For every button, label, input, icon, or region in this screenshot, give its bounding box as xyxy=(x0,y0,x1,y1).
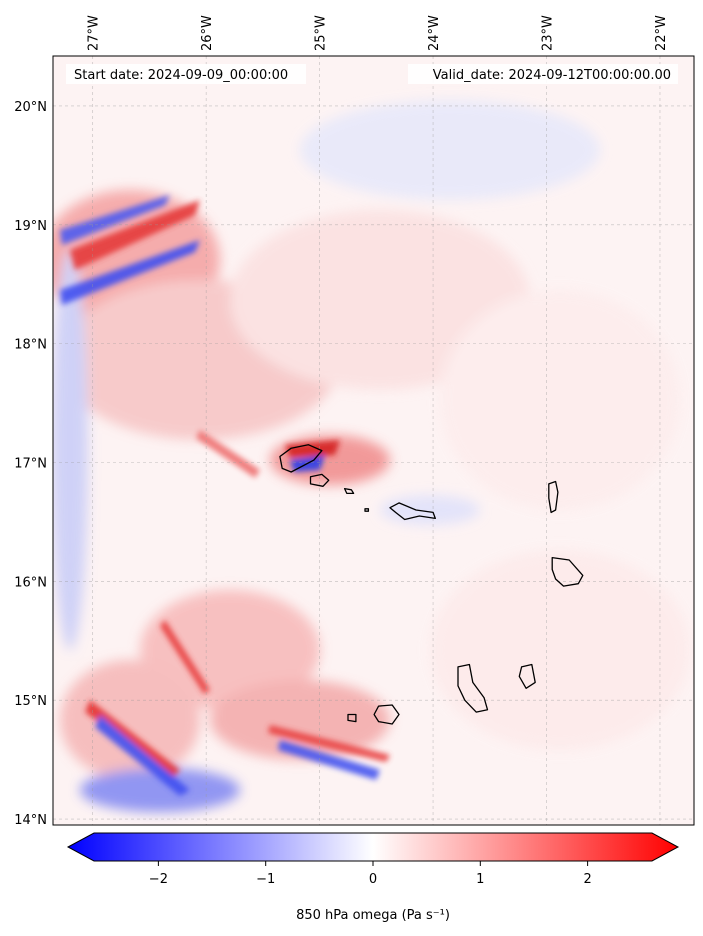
island-outline xyxy=(389,502,436,521)
colorbar-gradient xyxy=(66,832,680,862)
lat-tick-label: 16°N xyxy=(14,575,47,590)
valid-date-label: Valid_date: 2024-09-12T00:00:00.00 xyxy=(433,68,671,83)
island-outline xyxy=(373,704,400,725)
omega-field xyxy=(53,56,694,825)
lat-tick-label: 15°N xyxy=(14,694,47,709)
lon-tick-labels: 27°W 26°W 25°W 24°W 23°W 22°W xyxy=(87,15,669,51)
valid-date-box xyxy=(408,64,678,84)
island-outline xyxy=(548,480,559,514)
colorbar-tick-label: 2 xyxy=(583,872,591,887)
lon-tick-label: 22°W xyxy=(654,15,669,51)
start-date-label: Start date: 2024-09-09_00:00:00 xyxy=(74,68,288,83)
lat-tick-label: 20°N xyxy=(14,100,47,115)
colorbar-ticks: −2 −1 0 1 2 xyxy=(149,861,592,887)
island-outline xyxy=(309,473,330,487)
lon-tick-label: 26°W xyxy=(200,15,215,51)
lon-tick-label: 23°W xyxy=(541,15,556,51)
island-outline xyxy=(457,663,489,713)
island-outline xyxy=(347,713,357,723)
island-outline xyxy=(279,444,323,473)
island-outline xyxy=(343,487,355,495)
lat-tick-label: 18°N xyxy=(14,338,47,353)
colorbar: −2 −1 0 1 2 850 hPa omega (Pa s⁻¹) xyxy=(66,832,680,923)
lon-tick-label: 25°W xyxy=(314,15,329,51)
island-outline xyxy=(364,508,370,512)
lon-tick-label: 27°W xyxy=(87,15,102,51)
lat-tick-label: 17°N xyxy=(14,456,47,471)
colorbar-tick-label: −1 xyxy=(256,872,275,887)
colorbar-label: 850 hPa omega (Pa s⁻¹) xyxy=(296,908,450,923)
lat-tick-label: 19°N xyxy=(14,219,47,234)
island-outline xyxy=(551,556,584,587)
coastlines xyxy=(279,444,584,725)
colorbar-tick-label: 0 xyxy=(369,872,377,887)
colorbar-tick-label: 1 xyxy=(476,872,484,887)
lon-tick-label: 24°W xyxy=(427,15,442,51)
plot-frame xyxy=(52,55,695,826)
island-outline xyxy=(518,663,536,689)
colorbar-tick-label: −2 xyxy=(149,872,168,887)
lat-tick-label: 14°N xyxy=(14,813,47,828)
start-date-box xyxy=(66,64,306,84)
lat-tick-labels: 20°N 19°N 18°N 17°N 16°N 15°N 14°N xyxy=(14,100,47,828)
gridlines xyxy=(53,56,694,825)
